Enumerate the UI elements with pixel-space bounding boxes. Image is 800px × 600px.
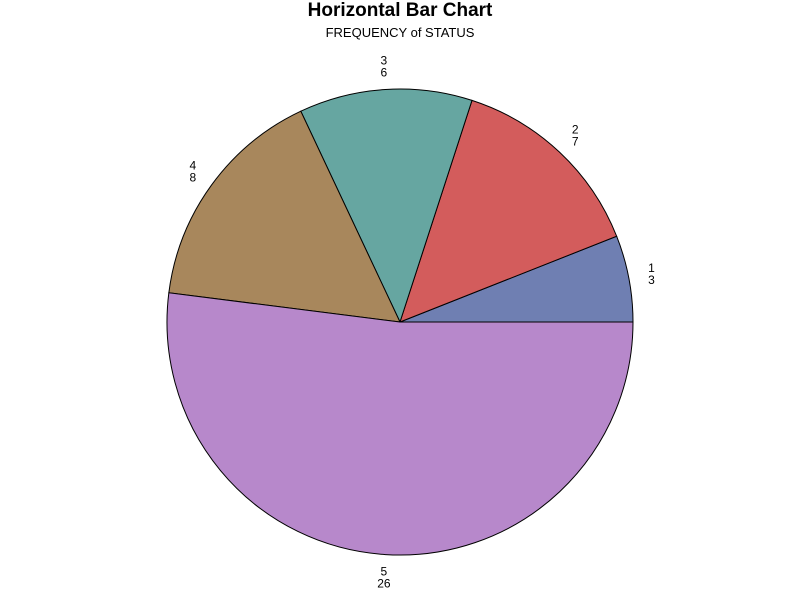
pie-slices (166, 88, 634, 556)
slice-value-label: 3 (648, 273, 655, 287)
slice-category-label: 1 (648, 261, 655, 275)
slice-category-label: 4 (190, 159, 197, 173)
pie-slice-3 (300, 88, 473, 324)
pie-slice-4 (168, 110, 401, 323)
slice-category-label: 2 (572, 122, 579, 136)
slice-category-label: 5 (381, 565, 388, 579)
chart-subtitle: FREQUENCY of STATUS (325, 25, 475, 40)
chart-title: Horizontal Bar Chart (307, 0, 493, 21)
slice-category-label: 3 (381, 54, 388, 68)
slice-value-label: 8 (190, 171, 197, 185)
slice-value-label: 6 (381, 66, 388, 80)
slice-value-label: 26 (377, 577, 391, 591)
pie-slice-5 (166, 292, 634, 556)
slice-value-label: 7 (572, 134, 579, 148)
